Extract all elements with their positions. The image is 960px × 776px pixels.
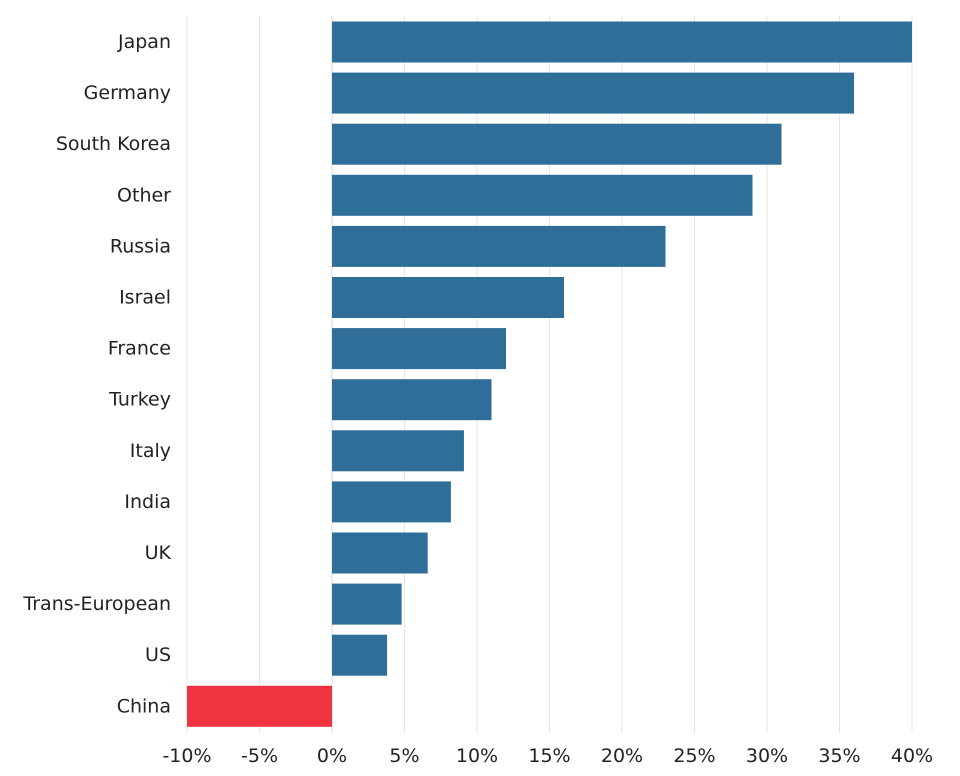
x-tick-label-35: 35% [818,745,860,767]
category-label-india: India [124,491,171,513]
bar-other [332,174,753,216]
x-tick-label-25: 25% [673,745,715,767]
category-label-italy: Italy [130,440,171,462]
category-label-russia: Russia [110,235,171,257]
bar-us [332,634,388,676]
x-tick-label-5: 5% [389,745,419,767]
bar-russia [332,225,666,267]
x-axis-tick-labels: -10% -5% 0% 5% 10% 15% 20% 25% 30% 35% 40% [162,745,933,767]
category-label-south-korea: South Korea [56,133,171,155]
bar-turkey [332,379,492,421]
x-tick-label-20: 20% [601,745,643,767]
bar-south-korea [332,123,782,165]
category-label-trans-european: Trans-European [22,593,171,615]
bar-italy [332,430,464,472]
category-label-china: China [117,695,171,717]
category-label-other: Other [117,184,171,206]
x-tick-label-10: 10% [456,745,498,767]
x-tick-label-30: 30% [746,745,788,767]
category-label-us: US [145,644,171,666]
x-tick-label-10: -10% [162,745,211,767]
x-tick-label-5: -5% [241,745,278,767]
bar-germany [332,72,854,114]
x-tick-label-0: 0% [317,745,347,767]
bar-trans-european [332,583,402,625]
bar-india [332,481,451,523]
category-label-germany: Germany [84,82,171,104]
bar-israel [332,277,564,318]
bars [187,21,912,727]
category-label-israel: Israel [119,287,171,309]
bar-uk [332,532,428,574]
x-tick-label-40: 40% [891,745,933,767]
category-label-turkey: Turkey [108,389,171,411]
category-label-japan: Japan [117,31,171,53]
category-label-uk: UK [145,542,172,564]
bar-china [187,685,332,727]
bar-france [332,328,506,370]
x-tick-label-15: 15% [528,745,570,767]
category-labels: Japan Germany South Korea Other Russia Israel… [22,31,171,717]
gridlines [186,16,913,733]
category-label-france: France [108,338,171,360]
bar-japan [332,21,912,63]
